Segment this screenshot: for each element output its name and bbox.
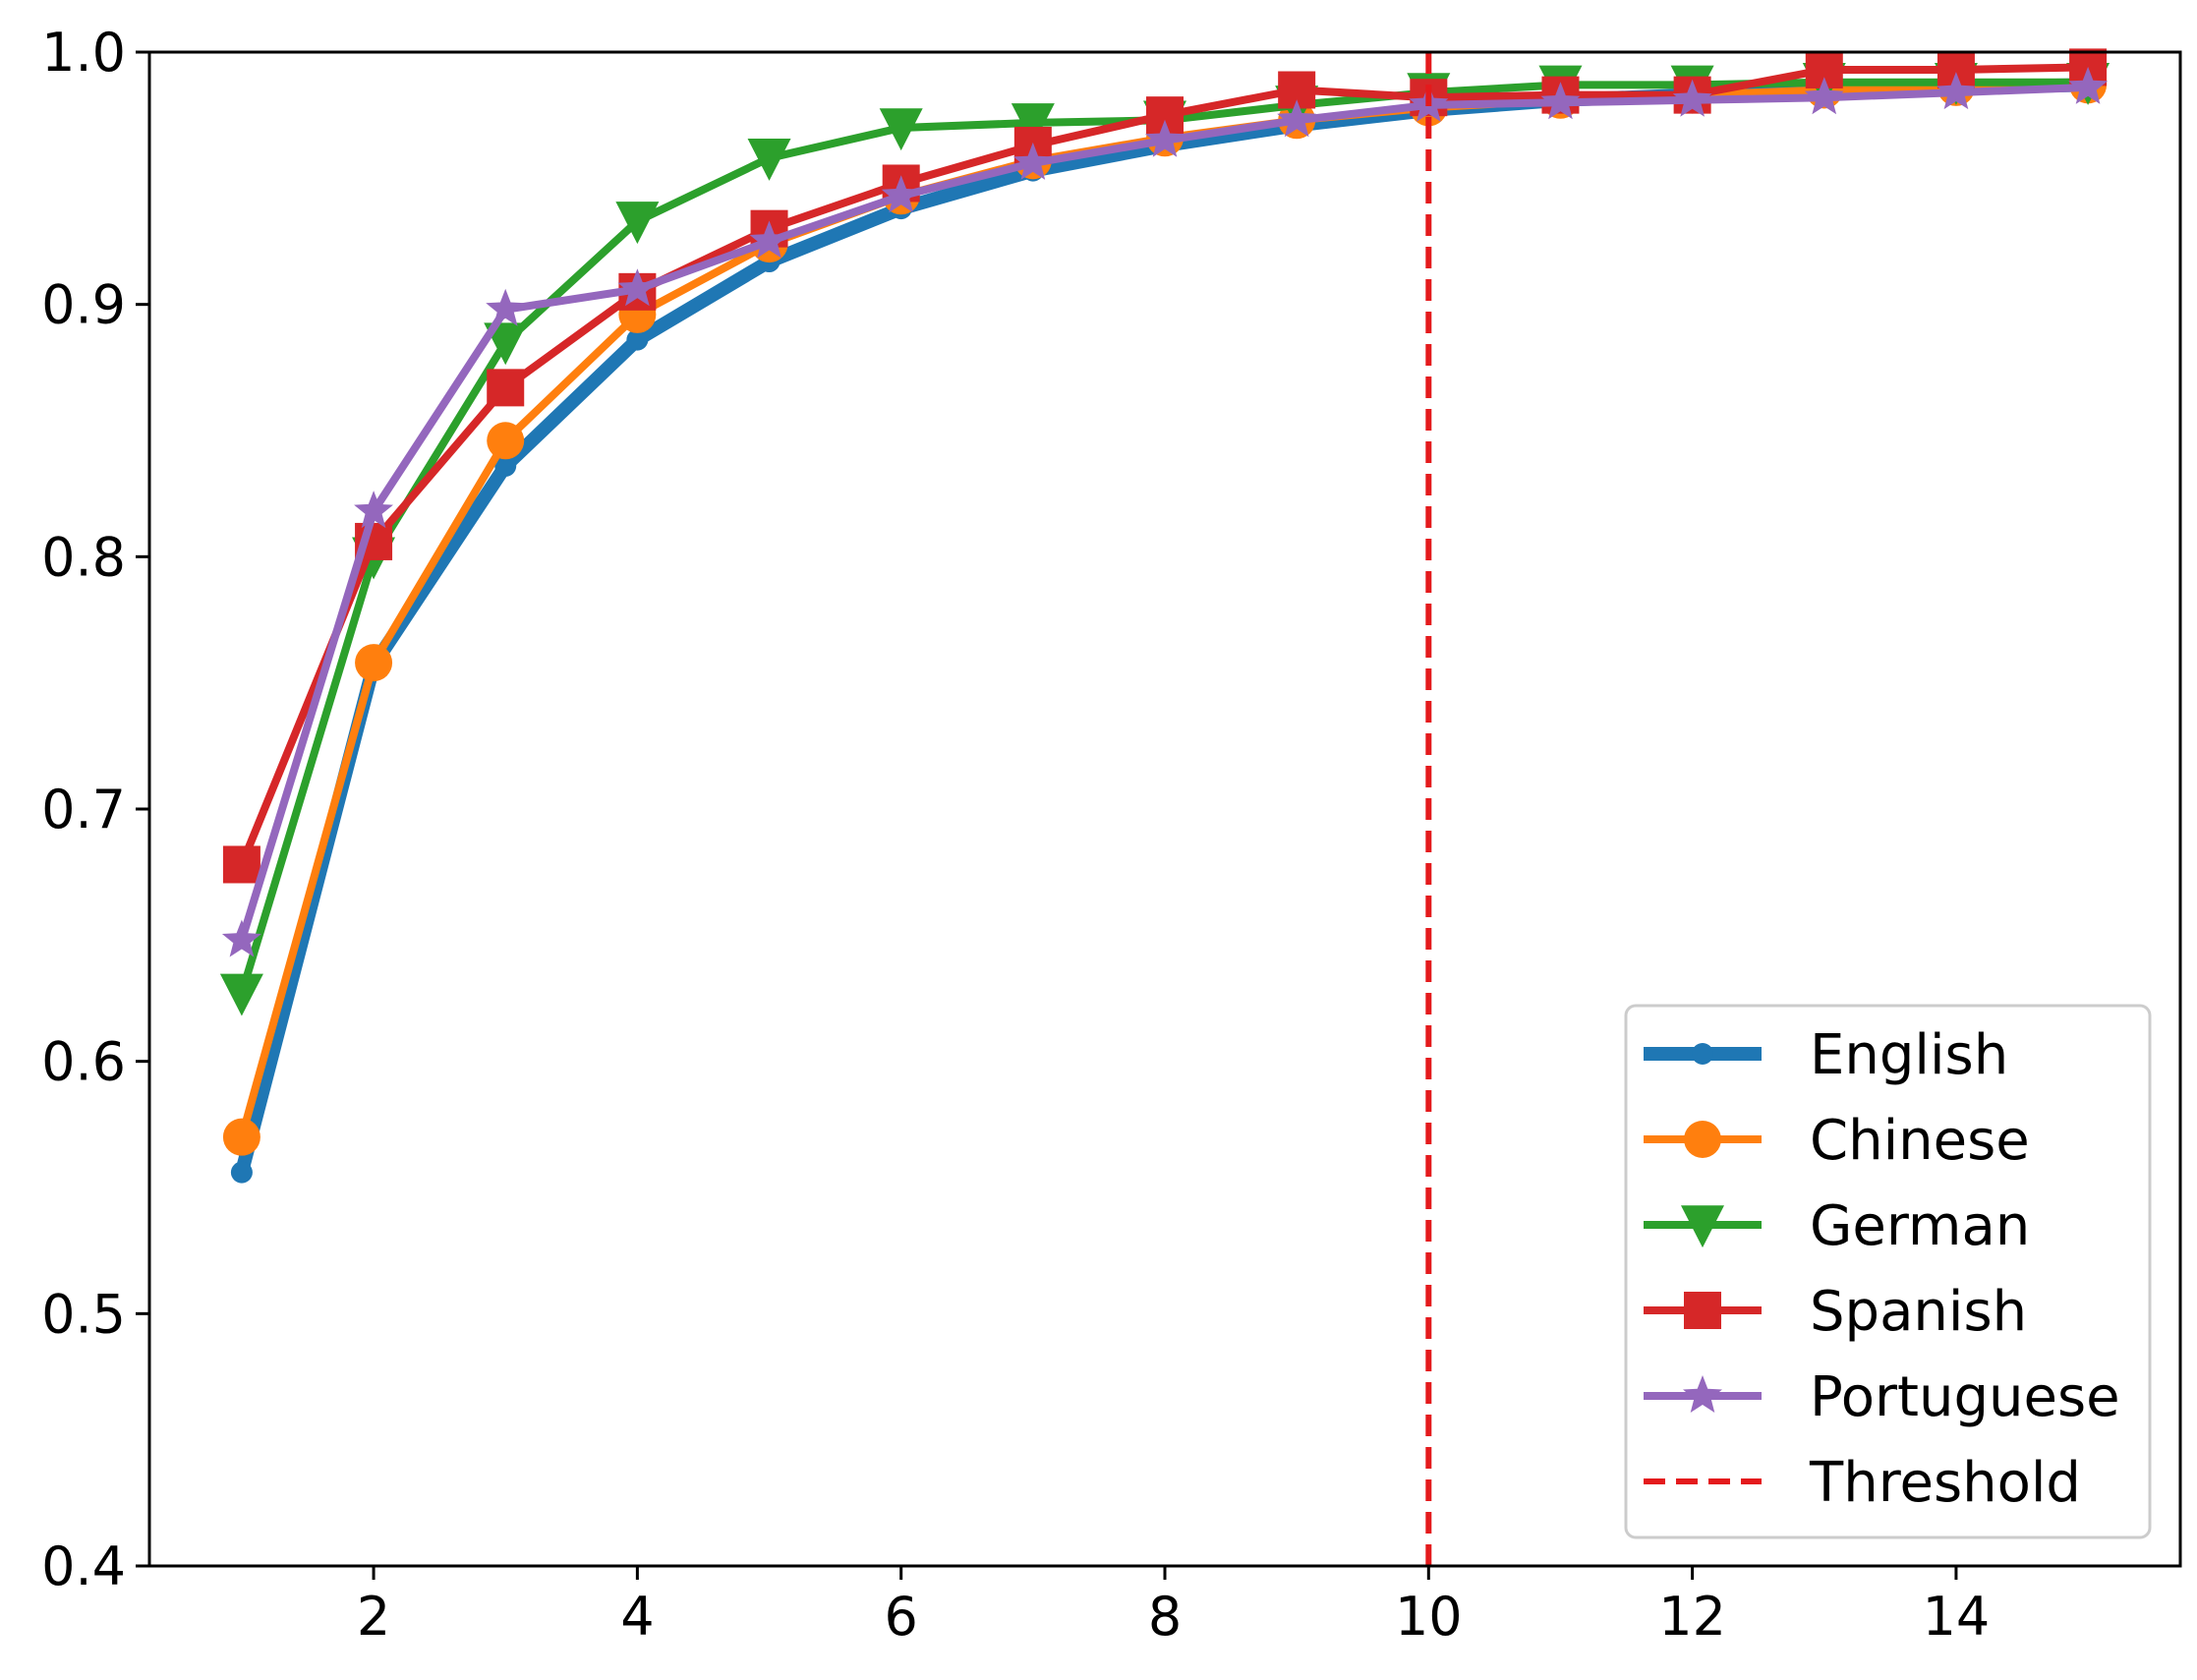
x-tick-label: 12 — [1658, 1586, 1726, 1648]
legend-marker-portuguese — [1683, 1375, 1722, 1413]
legend-item-english: English — [1644, 1023, 2008, 1087]
data-point-german — [747, 139, 791, 181]
data-point-portuguese — [1540, 82, 1581, 120]
x-tick-label: 4 — [620, 1586, 654, 1648]
data-point-portuguese — [1012, 142, 1053, 180]
legend-label-english: English — [1810, 1023, 2008, 1087]
data-point-portuguese — [221, 919, 261, 957]
data-point-spanish — [487, 369, 525, 407]
legend-item-chinese: Chinese — [1644, 1109, 2030, 1173]
data-point-portuguese — [354, 491, 393, 529]
data-point-chinese — [355, 644, 393, 682]
legend-label-portuguese: Portuguese — [1810, 1365, 2120, 1429]
data-point-portuguese — [1804, 77, 1844, 115]
data-point-portuguese — [1145, 119, 1185, 157]
y-tick-label: 0.8 — [41, 526, 126, 588]
legend-label-spanish: Spanish — [1810, 1280, 2027, 1344]
y-tick-label: 1.0 — [41, 22, 126, 84]
data-point-german — [879, 108, 923, 151]
y-tick-label: 0.4 — [41, 1535, 126, 1597]
data-point-german — [219, 973, 263, 1016]
legend-item-threshold: Threshold — [1644, 1451, 2081, 1515]
y-tick-label: 0.9 — [41, 274, 126, 336]
legend-label-threshold: Threshold — [1809, 1451, 2081, 1515]
legend-marker-german — [1681, 1205, 1724, 1248]
x-tick-label: 6 — [885, 1586, 918, 1648]
legend-marker-chinese — [1684, 1121, 1721, 1158]
axes-layer: 2 4 6 8 10 12 14 0.4 0.5 0.6 0.7 0.8 0.9 1.0 — [41, 22, 1990, 1648]
data-point-portuguese — [486, 288, 526, 326]
series-layer — [219, 48, 2110, 1184]
data-point-portuguese — [881, 175, 921, 213]
data-point-portuguese — [1672, 79, 1712, 117]
data-point-chinese — [487, 422, 525, 460]
x-tick-label: 2 — [357, 1586, 390, 1648]
data-point-portuguese — [749, 220, 789, 259]
data-point-german — [1011, 103, 1055, 145]
data-point-german — [484, 322, 528, 366]
y-tick-label: 0.6 — [41, 1031, 126, 1093]
y-tick-label: 0.7 — [41, 779, 126, 840]
data-point-chinese — [222, 1118, 260, 1156]
legend-item-german: German — [1644, 1194, 2030, 1258]
data-point-portuguese — [617, 268, 658, 307]
legend-marker-english — [1692, 1043, 1713, 1065]
data-point-english — [626, 328, 649, 351]
x-tick-label: 10 — [1395, 1586, 1463, 1648]
legend: English Chinese German Spanish Portuguese Thr… — [1624, 1004, 2152, 1539]
x-tick-label: 8 — [1148, 1586, 1182, 1648]
data-point-portuguese — [1937, 72, 1976, 110]
legend-label-german: German — [1810, 1194, 2030, 1258]
legend-marker-spanish — [1684, 1292, 1721, 1329]
data-point-english — [230, 1161, 253, 1184]
legend-label-chinese: Chinese — [1810, 1109, 2030, 1173]
y-tick-label: 0.5 — [41, 1283, 126, 1345]
data-point-spanish — [222, 845, 260, 884]
data-point-german — [615, 202, 660, 245]
x-tick-label: 14 — [1923, 1586, 1991, 1648]
data-point-portuguese — [1277, 99, 1317, 138]
data-point-english — [494, 454, 517, 477]
legend-item-spanish: Spanish — [1644, 1280, 2027, 1344]
data-point-portuguese — [2068, 66, 2109, 104]
legend-item-portuguese: Portuguese — [1644, 1365, 2120, 1429]
